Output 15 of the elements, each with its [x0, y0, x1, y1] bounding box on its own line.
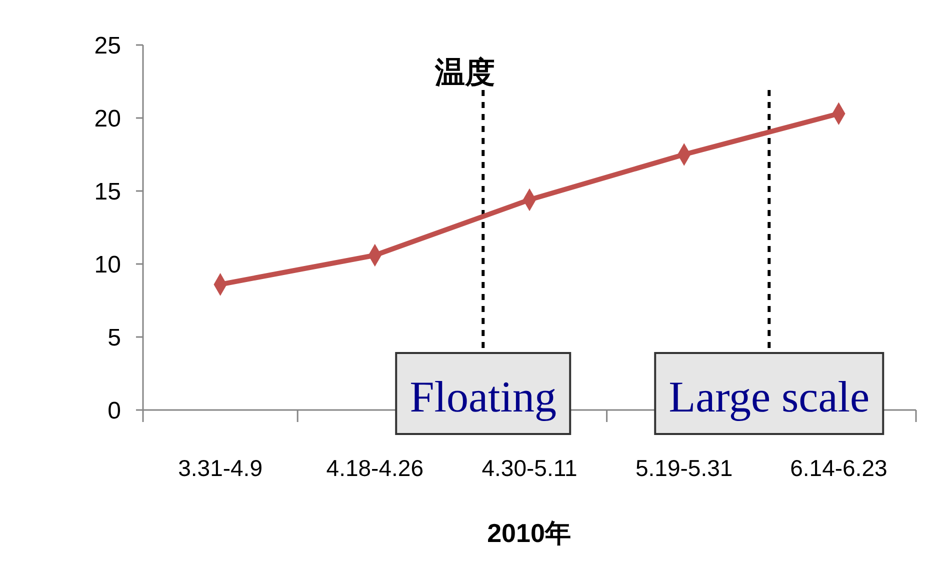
- x-tick-label: 4.18-4.26: [326, 455, 424, 481]
- y-tick-label: 10: [94, 251, 121, 278]
- x-tick-label: 3.31-4.9: [178, 455, 263, 481]
- y-tick-label: 20: [94, 105, 121, 132]
- annotation: Floating: [410, 372, 556, 422]
- y-tick-label: 15: [94, 178, 121, 206]
- x-tick-label: 4.30-5.11: [482, 455, 578, 481]
- x-axis-title: 2010年: [487, 518, 571, 548]
- y-tick-label: 0: [108, 397, 121, 424]
- chart-title: 温度: [434, 56, 495, 90]
- x-tick-label: 6.14-6.23: [790, 455, 888, 481]
- y-tick-label: 25: [94, 32, 121, 60]
- annotation: Large scale: [668, 372, 870, 422]
- y-tick-label: 5: [108, 324, 121, 352]
- x-tick-label: 5.19-5.31: [636, 455, 733, 481]
